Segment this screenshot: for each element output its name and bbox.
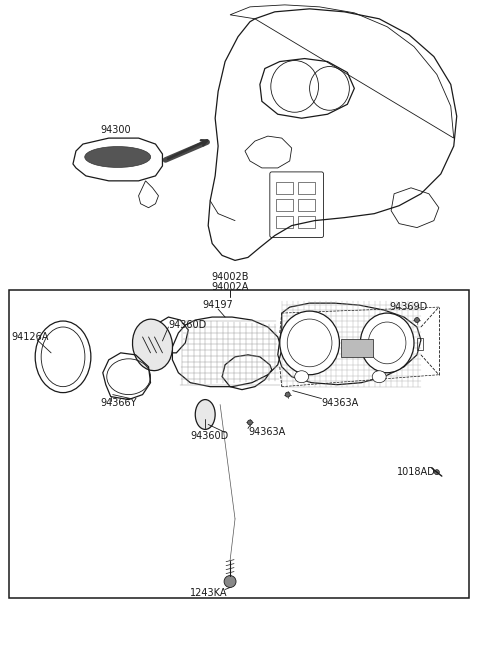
Ellipse shape <box>415 318 420 322</box>
Text: 94366Y: 94366Y <box>101 398 137 407</box>
Text: 94360D: 94360D <box>168 320 207 330</box>
Text: 94369D: 94369D <box>389 302 427 312</box>
Bar <box>417 338 423 350</box>
Ellipse shape <box>285 392 290 397</box>
Text: 94360D: 94360D <box>190 432 228 441</box>
Bar <box>298 215 314 227</box>
Bar <box>276 215 293 227</box>
Text: 94002A: 94002A <box>211 282 249 292</box>
Bar <box>276 198 293 211</box>
Text: 94126A: 94126A <box>12 332 48 342</box>
Bar <box>298 198 314 211</box>
Text: 94300: 94300 <box>101 125 132 135</box>
Ellipse shape <box>434 470 439 475</box>
Text: 94002B: 94002B <box>211 272 249 282</box>
Text: 94197: 94197 <box>203 300 233 310</box>
Bar <box>341 339 373 357</box>
Text: 1243KA: 1243KA <box>190 588 228 599</box>
Ellipse shape <box>360 313 414 373</box>
Text: 1018AD: 1018AD <box>397 467 436 477</box>
Ellipse shape <box>85 147 151 168</box>
Ellipse shape <box>132 319 172 371</box>
Bar <box>298 182 314 194</box>
Ellipse shape <box>248 420 252 425</box>
Bar <box>276 182 293 194</box>
Bar <box>9 290 468 599</box>
Ellipse shape <box>195 400 215 430</box>
Ellipse shape <box>280 311 339 375</box>
Ellipse shape <box>295 371 309 383</box>
Ellipse shape <box>224 576 236 588</box>
Text: 94363A: 94363A <box>322 398 359 407</box>
Ellipse shape <box>372 371 386 383</box>
Text: 94363A: 94363A <box>248 428 285 438</box>
